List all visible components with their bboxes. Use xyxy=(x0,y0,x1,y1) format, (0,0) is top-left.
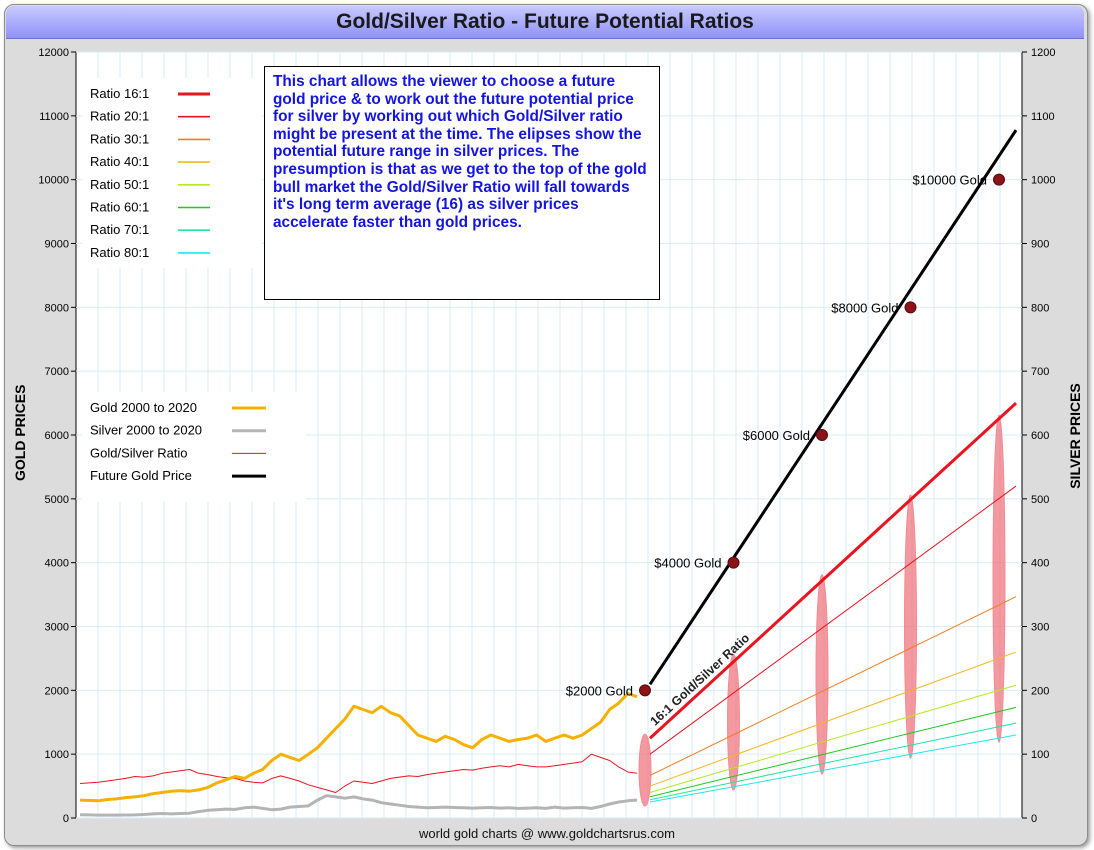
y2-tick-label: 900 xyxy=(1031,239,1049,251)
future-point-marker xyxy=(993,173,1005,186)
legend-series-label: Gold/Silver Ratio xyxy=(90,445,188,460)
y2-tick-label: 1100 xyxy=(1031,111,1055,123)
footer-source: world gold charts @ www.goldchartsrus.co… xyxy=(419,826,675,841)
y2-tick-label: 700 xyxy=(1031,366,1049,378)
legend-ratio-label: Ratio 60:1 xyxy=(90,200,149,215)
chart-title: Gold/Silver Ratio - Future Potential Rat… xyxy=(336,10,754,33)
historical-series xyxy=(79,692,638,817)
y-tick-label: 6000 xyxy=(45,430,69,442)
ratio-line xyxy=(648,401,1018,740)
future-gold-line: $2000 Gold $4000 Gold $6000 Gold $8000 Gold… xyxy=(566,129,1018,698)
y2-tick-label: 200 xyxy=(1031,685,1049,697)
y2-tick-label: 300 xyxy=(1031,622,1049,634)
legend: Ratio 16:1 Ratio 20:1 Ratio 30:1 Ratio 40:1… xyxy=(82,78,306,502)
y-tick-label: 3000 xyxy=(45,622,69,634)
future-point-marker xyxy=(904,301,917,314)
future-point-marker xyxy=(639,684,651,697)
ratio-line xyxy=(649,596,1017,776)
y-tick-label: 11000 xyxy=(39,111,69,123)
y-tick-label: 10000 xyxy=(38,175,69,187)
ratio-line xyxy=(649,734,1017,803)
legend-ratio-label: Ratio 50:1 xyxy=(90,177,149,192)
future-point-label: $10000 Gold xyxy=(913,173,987,188)
silver-2000-2020-line xyxy=(79,794,638,817)
silver-range-ellipse xyxy=(638,733,652,807)
ratio-line xyxy=(649,485,1017,755)
y2-tick-label: 400 xyxy=(1031,558,1049,570)
y-tick-label: 2000 xyxy=(45,685,69,697)
legend-ratio-label: Ratio 20:1 xyxy=(90,109,149,124)
y2-tick-label: 1200 xyxy=(1031,47,1055,59)
ratio-line xyxy=(649,706,1017,798)
y2-tick-label: 1000 xyxy=(1031,175,1055,187)
y-tick-label: 0 xyxy=(63,813,69,825)
ratio-line xyxy=(649,684,1017,793)
legend-series-label: Gold 2000 to 2020 xyxy=(90,400,197,415)
future-point-label: $4000 Gold xyxy=(654,556,721,571)
legend-ratio-label: Ratio 80:1 xyxy=(90,245,149,260)
axes: 0100020003000400050006000700080009000100… xyxy=(38,47,1055,825)
future-gold-price-line xyxy=(648,129,1018,686)
y-tick-label: 9000 xyxy=(45,239,69,251)
y2-tick-label: 100 xyxy=(1031,749,1049,761)
future-point-label: $8000 Gold xyxy=(831,300,898,315)
legend-series-label: Future Gold Price xyxy=(90,468,192,483)
info-box: This chart allows the viewer to choose a… xyxy=(264,66,660,300)
y-tick-label: 7000 xyxy=(45,366,69,378)
future-point-label: $6000 Gold xyxy=(743,428,810,443)
future-point-marker xyxy=(727,556,740,569)
title-bar: Gold/Silver Ratio - Future Potential Rat… xyxy=(6,6,1084,39)
silver-range-ellipse xyxy=(815,574,829,775)
y2-tick-label: 500 xyxy=(1031,494,1049,506)
y2-tick-label: 600 xyxy=(1031,430,1049,442)
ratio-line xyxy=(649,722,1017,801)
y-tick-label: 12000 xyxy=(38,47,69,59)
legend-ratio-label: Ratio 16:1 xyxy=(90,86,149,101)
legend-ratio-label: Ratio 70:1 xyxy=(90,222,149,237)
silver-range-ellipse xyxy=(992,414,1006,743)
y2-tick-label: 800 xyxy=(1031,302,1049,314)
y2-tick-label: 0 xyxy=(1031,813,1037,825)
gold-silver-ratio-line xyxy=(79,753,638,793)
ratio-legend-box xyxy=(82,78,262,268)
future-point-marker xyxy=(816,429,828,441)
y-tick-label: 5000 xyxy=(45,494,69,506)
series-legend-box xyxy=(82,392,306,502)
ratio-line xyxy=(649,651,1017,787)
silver-range-ellipses xyxy=(638,414,1006,807)
y-tick-label: 4000 xyxy=(45,558,69,570)
y-tick-label: 1000 xyxy=(45,749,69,761)
legend-series-label: Silver 2000 to 2020 xyxy=(90,423,202,438)
y-tick-label: 8000 xyxy=(45,302,69,314)
y-axis-title: GOLD PRICES xyxy=(12,384,28,481)
y2-axis-title: SILVER PRICES xyxy=(1067,383,1083,489)
legend-ratio-label: Ratio 30:1 xyxy=(90,131,149,146)
legend-ratio-label: Ratio 40:1 xyxy=(90,154,149,169)
gold-2000-2020-line xyxy=(79,692,638,803)
future-point-label: $2000 Gold xyxy=(566,683,633,698)
silver-range-ellipse xyxy=(904,494,917,759)
